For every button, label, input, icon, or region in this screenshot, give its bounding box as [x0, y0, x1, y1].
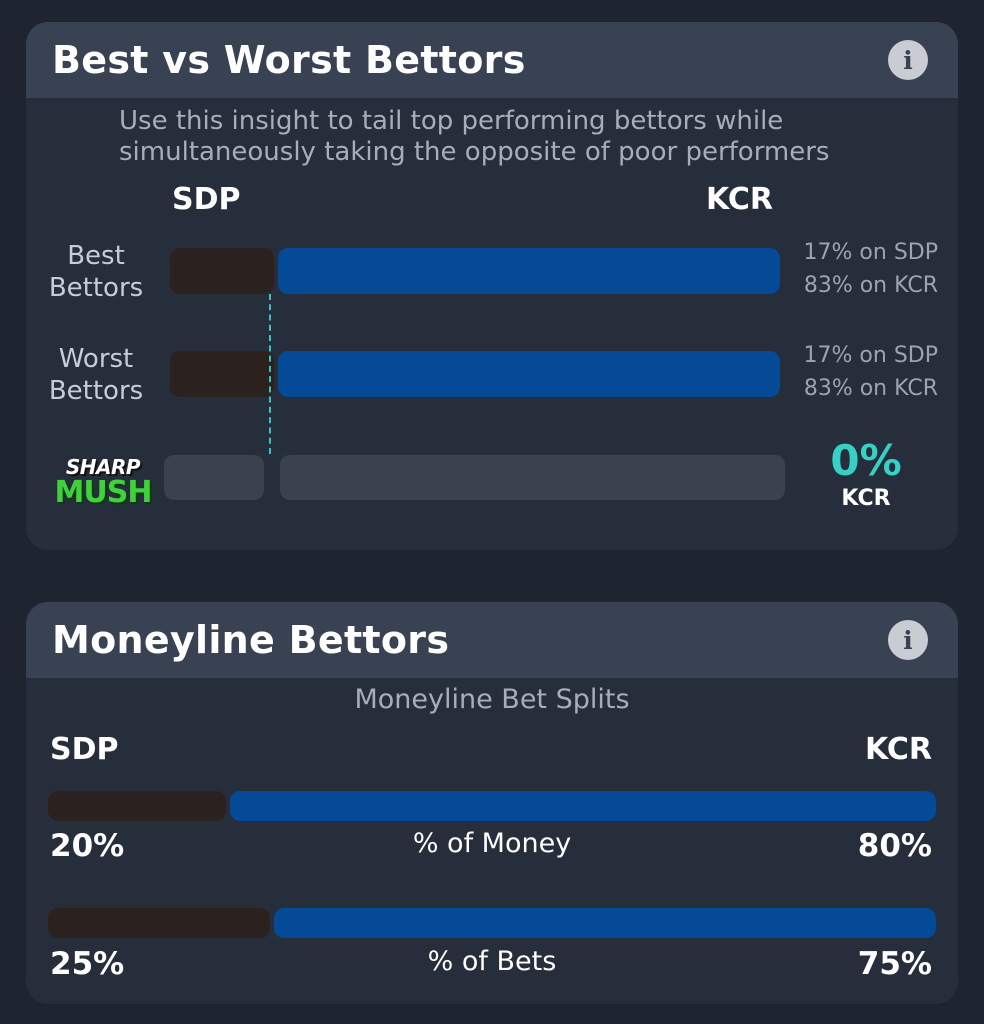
info-icon[interactable]: i	[888, 40, 928, 80]
best-bettors-pct-sdp: 17% on SDP	[803, 240, 938, 265]
worst-bettors-sdp-segment	[170, 351, 274, 397]
worst-bettors-pct-kcr: 83% on KCR	[803, 376, 938, 401]
worst-bettors-kcr-segment	[278, 351, 780, 397]
team-left-label: SDP	[172, 182, 241, 217]
best-vs-worst-subtitle: Use this insight to tail top performing …	[119, 106, 829, 168]
best-vs-worst-header: Best vs Worst Bettors i	[26, 22, 958, 98]
worst-bettors-label-line-2: Bettors	[48, 376, 144, 406]
money-split-sdp-segment	[48, 791, 226, 821]
worst-bettors-bar	[170, 351, 780, 397]
bets-split-kcr-segment	[274, 908, 936, 938]
money-split-label: % of Money	[412, 828, 572, 859]
moneyline-caption: Moneyline Bet Splits	[354, 684, 630, 715]
team-right-label: KCR	[706, 182, 774, 217]
best-bettors-bar	[170, 248, 780, 294]
best-vs-worst-card: Best vs Worst Bettors i Use this insight…	[26, 22, 958, 550]
split-divider-line	[269, 294, 271, 454]
money-split-kcr-segment	[230, 791, 936, 821]
best-bettors-sdp-segment	[170, 248, 274, 294]
moneyline-header: Moneyline Bettors i	[26, 602, 958, 678]
sharp-mush-team: KCR	[841, 486, 891, 511]
money-split-bar	[48, 791, 936, 821]
moneyline-team-right: KCR	[864, 732, 932, 767]
money-split-right-pct: 80%	[857, 828, 932, 864]
money-split-left-pct: 20%	[50, 828, 125, 864]
best-bettors-pct: 17% on SDP 83% on KCR	[804, 236, 938, 302]
moneyline-team-left: SDP	[50, 732, 119, 767]
best-bettors-label-line-1: Best	[67, 241, 125, 271]
worst-bettors-pct-sdp: 17% on SDP	[803, 343, 938, 368]
sharp-mush-bar-left	[164, 455, 264, 500]
subtitle-line-1: Use this insight to tail top performing …	[119, 106, 784, 136]
best-bettors-label-line-2: Bettors	[48, 273, 144, 303]
moneyline-card: Moneyline Bettors i Moneyline Bet Splits…	[26, 602, 958, 1004]
best-bettors-label: Best Bettors	[40, 240, 152, 304]
worst-bettors-label-line-1: Worst	[58, 344, 134, 374]
bets-split-sdp-segment	[48, 908, 270, 938]
bets-split-left-pct: 25%	[50, 946, 125, 982]
best-vs-worst-title: Best vs Worst Bettors	[52, 38, 526, 82]
sharp-mush-logo: SHARP MUSH	[40, 454, 166, 510]
moneyline-title: Moneyline Bettors	[52, 618, 450, 662]
info-icon[interactable]: i	[888, 620, 928, 660]
worst-bettors-pct: 17% on SDP 83% on KCR	[804, 339, 938, 405]
worst-bettors-label: Worst Bettors	[40, 343, 152, 407]
bets-split-right-pct: 75%	[857, 946, 932, 982]
bets-split-bar	[48, 908, 936, 938]
sharp-mush-logo-top: SHARP	[65, 455, 141, 479]
sharp-mush-logo-bottom: MUSH	[54, 475, 153, 510]
bets-split-label: % of Bets	[427, 946, 557, 977]
sharp-mush-value: 0%	[830, 436, 902, 485]
best-bettors-pct-kcr: 83% on KCR	[803, 273, 938, 298]
sharp-mush-bar-right	[280, 455, 785, 500]
best-bettors-kcr-segment	[278, 248, 780, 294]
subtitle-line-2: simultaneously taking the opposite of po…	[119, 137, 830, 167]
